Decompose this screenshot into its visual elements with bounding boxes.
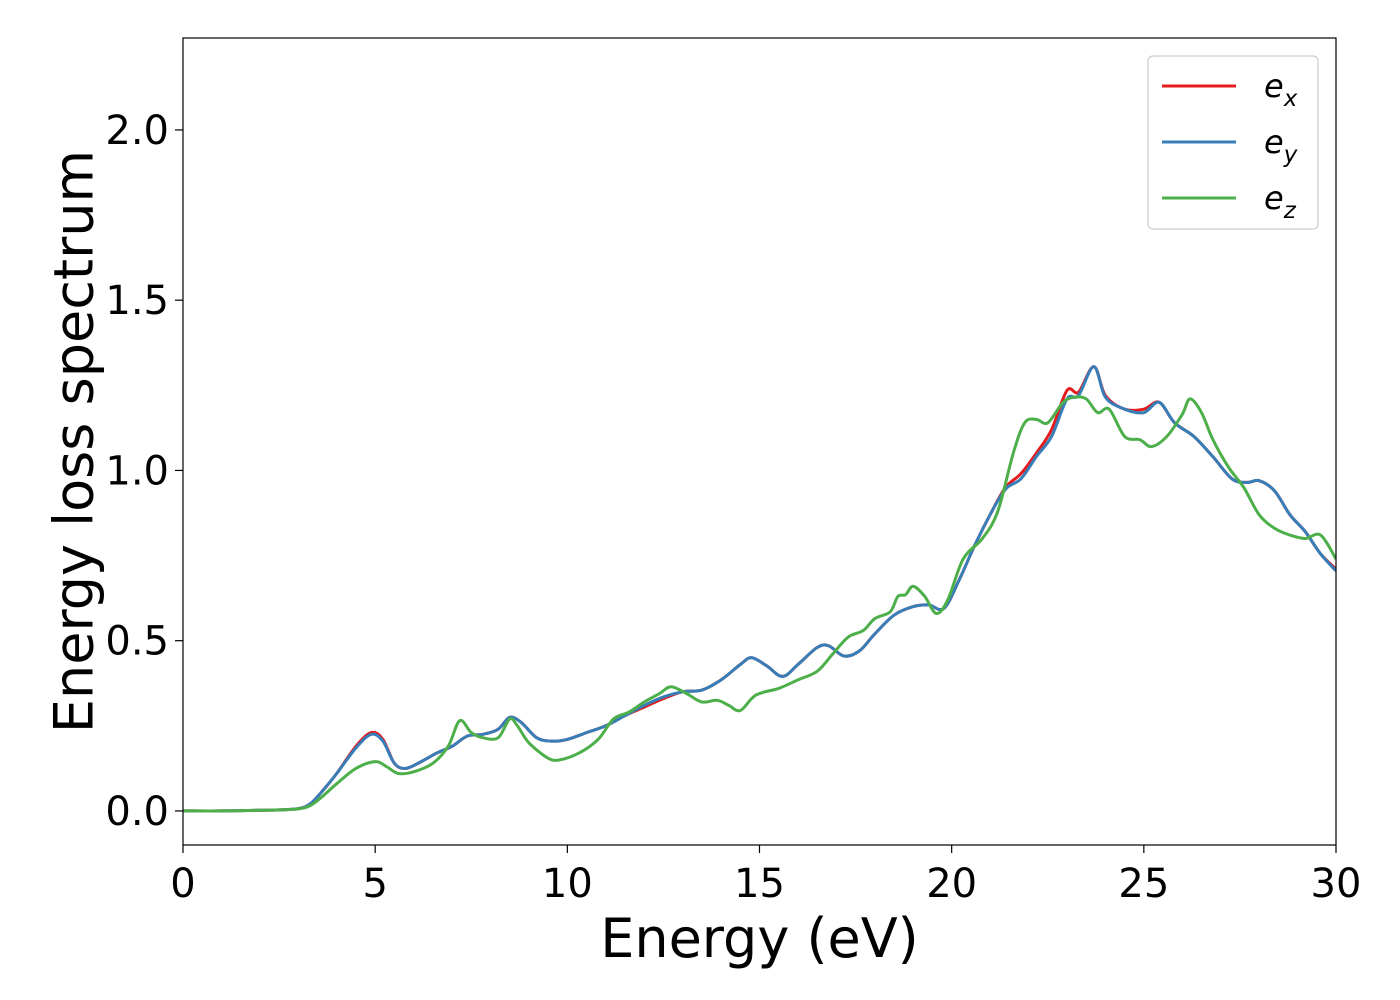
y-tick-label: 1.0 [105, 448, 169, 494]
x-tick-label: 20 [926, 861, 977, 907]
y-tick-label: 1.5 [105, 278, 169, 324]
legend-label-e-y: ey [1264, 123, 1298, 168]
x-axis-title: Energy (eV) [600, 907, 919, 970]
y-axis-title: Energy loss spectrum [43, 150, 106, 733]
y-axis: 0.0 0.5 1.0 1.5 2.0 [105, 108, 183, 835]
x-tick-label: 0 [170, 861, 195, 907]
x-axis: 0 5 10 15 20 25 30 [170, 845, 1361, 907]
x-tick-label: 10 [542, 861, 593, 907]
series-line-e-x [183, 365, 1336, 813]
series-layer [183, 365, 1336, 813]
legend-label-base: e [1264, 123, 1284, 161]
x-tick-label: 15 [734, 861, 785, 907]
legend-label-subscript: x [1283, 86, 1298, 112]
legend-label-base: e [1264, 179, 1284, 217]
legend-label-e-x: ex [1264, 67, 1298, 112]
legend-label-base: e [1264, 67, 1284, 105]
series-line-e-y [183, 365, 1336, 813]
y-tick-label: 0.0 [105, 789, 169, 835]
legend-label-e-z: ez [1264, 179, 1297, 224]
legend-label-subscript: z [1283, 198, 1297, 224]
y-tick-label: 2.0 [105, 108, 169, 154]
x-tick-label: 30 [1311, 861, 1362, 907]
series-line-e-z [183, 395, 1336, 813]
x-tick-label: 25 [1118, 861, 1169, 907]
x-tick-label: 5 [362, 861, 387, 907]
y-tick-label: 0.5 [105, 619, 169, 665]
legend-label-subscript: y [1283, 142, 1298, 168]
